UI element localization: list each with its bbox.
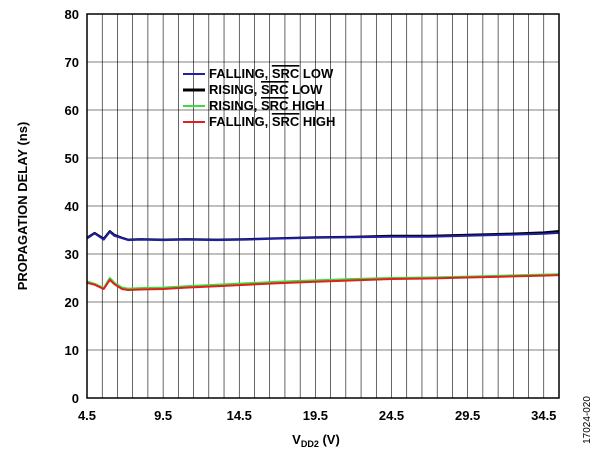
x-axis-label: VDD2 (V) xyxy=(292,432,340,449)
series-line xyxy=(86,274,560,291)
plot-frame xyxy=(86,13,560,399)
y-tick-labels: 0 10 20 30 40 50 60 70 80 xyxy=(65,7,79,406)
y-tick-label: 80 xyxy=(65,7,79,22)
y-tick-label: 30 xyxy=(65,247,79,262)
x-axis-label-main: V xyxy=(292,432,301,447)
grid-lines xyxy=(87,14,559,398)
y-tick-label: 70 xyxy=(65,55,79,70)
series-lines xyxy=(86,230,560,291)
legend-item: RISING, SRC LOW xyxy=(183,81,323,97)
legend-label: FALLING, SRC HIGH xyxy=(209,114,335,129)
x-tick-label: 4.5 xyxy=(78,408,96,423)
y-tick-label: 60 xyxy=(65,103,79,118)
x-tick-label: 9.5 xyxy=(154,408,172,423)
figure-id: 17024-020 xyxy=(582,396,593,444)
x-axis-label-subscript: DD2 xyxy=(301,439,319,449)
y-axis-label: PROPAGATION DELAY (ns) xyxy=(15,122,30,291)
y-tick-label: 50 xyxy=(65,151,79,166)
legend-label: FALLING, SRC LOW xyxy=(209,66,334,81)
x-tick-labels: 4.5 9.5 14.5 19.5 24.5 29.5 34.5 xyxy=(78,408,556,423)
x-tick-label: 14.5 xyxy=(227,408,252,423)
legend-item: FALLING, SRC LOW xyxy=(183,65,334,81)
x-tick-label: 19.5 xyxy=(303,408,328,423)
x-tick-label: 24.5 xyxy=(379,408,404,423)
y-tick-label: 10 xyxy=(65,343,79,358)
y-tick-label: 40 xyxy=(65,199,79,214)
x-tick-label: 34.5 xyxy=(531,408,556,423)
series-line xyxy=(86,230,560,242)
x-tick-label: 29.5 xyxy=(455,408,480,423)
y-tick-label: 20 xyxy=(65,295,79,310)
legend-label: RISING, SRC LOW xyxy=(209,82,323,97)
x-axis-label-unit: (V) xyxy=(319,432,340,447)
legend-item: FALLING, SRC HIGH xyxy=(183,113,335,129)
y-tick-label: 0 xyxy=(72,391,79,406)
legend-label: RISING, SRC HIGH xyxy=(209,98,325,113)
legend-item: RISING, SRC HIGH xyxy=(183,97,325,113)
